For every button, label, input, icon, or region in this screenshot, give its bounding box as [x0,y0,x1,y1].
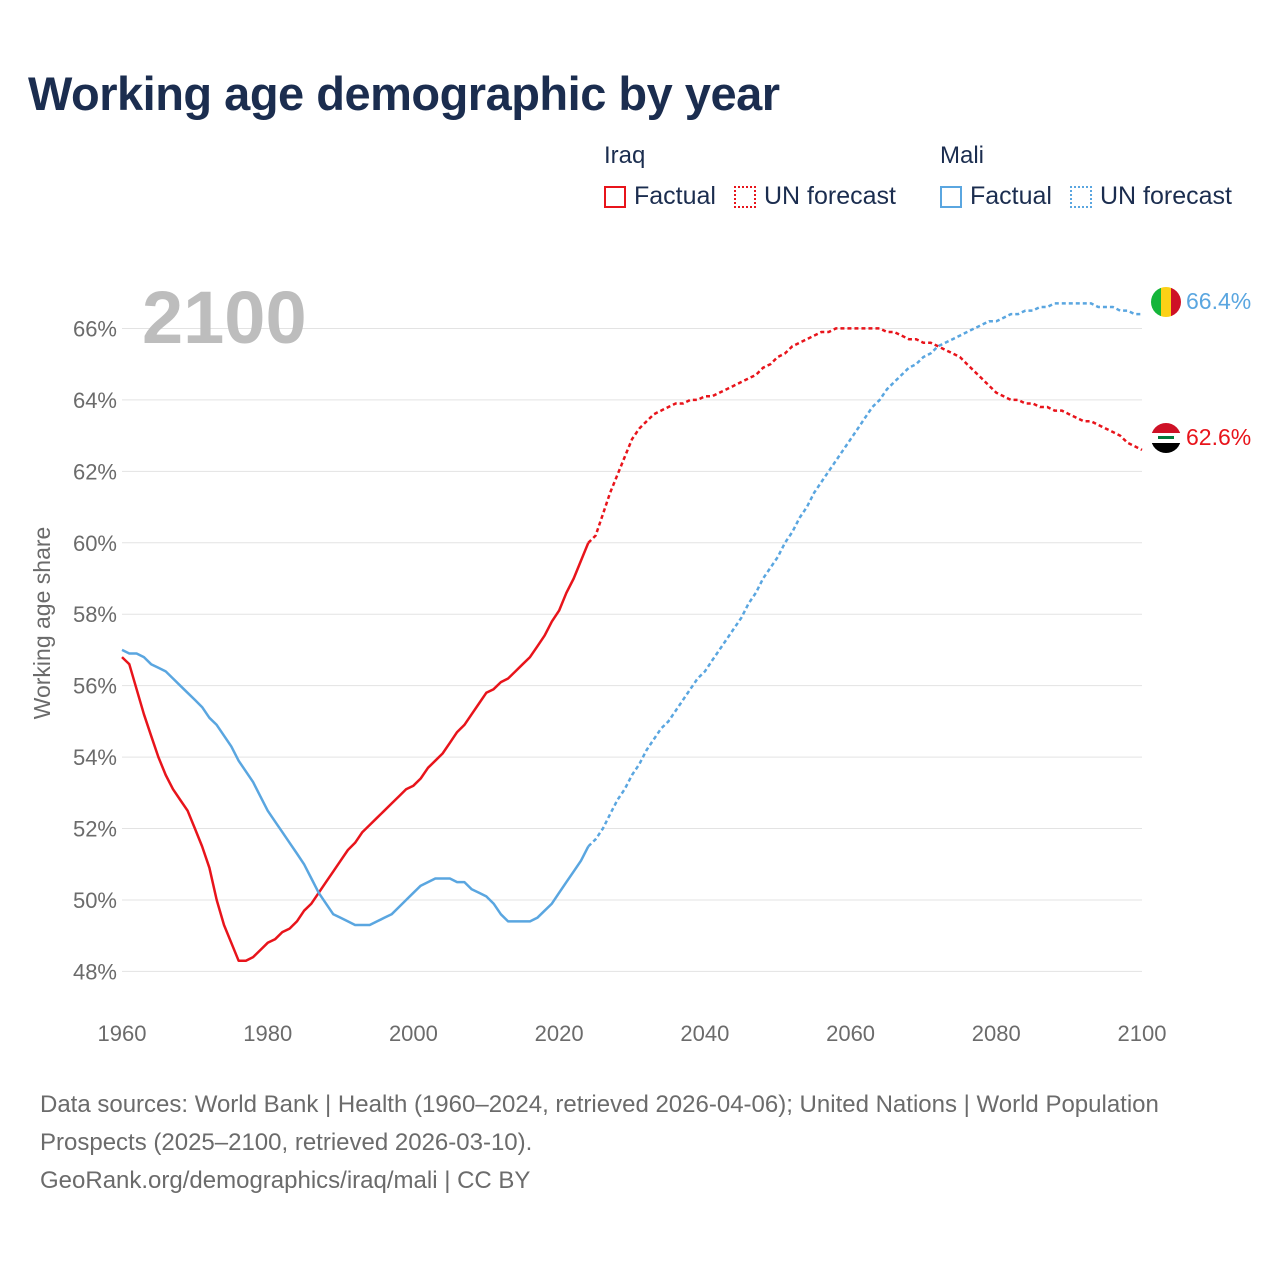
x-tick-label: 2080 [972,1021,1021,1046]
legend-group-name-mali: Mali [940,142,985,169]
y-tick-label: 58% [73,602,117,627]
gridlines [122,327,1142,972]
y-tick-label: 50% [73,888,117,913]
x-tick-label: 2100 [1118,1021,1167,1046]
end-label-iraq: 62.6% [1186,424,1251,450]
y-tick-label: 66% [73,316,117,341]
legend-group-iraq: Iraq Factual UN forecast [604,142,914,211]
legend-label-iraq-factual: Factual [634,182,716,210]
x-tick-label: 2040 [680,1021,729,1046]
mali-forecast-line[interactable] [587,302,1142,848]
legend-swatch-iraq-factual [604,185,626,208]
x-tick-label: 2000 [389,1021,438,1046]
x-tick-label: 2060 [826,1021,875,1046]
x-tick-label: 2020 [535,1021,584,1046]
y-tick-label: 52% [73,817,117,842]
chart-title: Working age demographic by year [28,67,780,120]
y-tick-label: 56% [73,674,117,699]
iraq-factual-line[interactable] [121,542,590,962]
legend-item-iraq-factual[interactable]: Factual [604,182,716,211]
legend-swatch-mali-factual [940,185,962,208]
mali-flag-icon [1151,287,1181,317]
data-sources: Data sources: World Bank | Health (1960–… [40,1091,1159,1156]
legend-item-mali-factual[interactable]: Factual [940,182,1052,211]
y-tick-label: 62% [73,459,117,484]
y-tick-label: 54% [73,745,117,770]
y-axis-ticks: 48% 50% 52% 54% 56% 58% 60% 62% 64% 66% [73,316,117,984]
x-tick-label: 1980 [243,1021,292,1046]
iraq-forecast-line[interactable] [587,327,1143,544]
legend-label-mali-factual: Factual [970,182,1052,210]
legend-group-name-iraq: Iraq [604,142,646,169]
credit-link[interactable]: GeoRank.org/demographics/iraq/mali | CC … [40,1167,531,1194]
y-axis-label: Working age share [29,527,55,720]
iraq-flag-icon [1151,423,1181,453]
y-tick-label: 60% [73,531,117,556]
line-chart: 2100 48% 50% 52% 54% 56% 58% 60% 62% 64% 66% 1960… [29,276,1251,1046]
mali-factual-line[interactable] [121,648,590,927]
series-lines [121,302,1143,962]
end-label-mali: 66.4% [1186,288,1251,314]
x-axis-ticks: 1960 1980 2000 2020 2040 2060 2080 2100 [98,1021,1167,1046]
legend-label-mali-forecast: UN forecast [1099,182,1232,210]
legend-label-iraq-forecast: UN forecast [763,182,896,210]
legend-swatch-mali-forecast [1069,185,1092,208]
legend-swatch-iraq-forecast [733,185,756,208]
y-tick-label: 48% [73,959,117,984]
footer: Data sources: World Bank | Health (1960–… [40,1086,1220,1200]
legend-item-iraq-forecast[interactable]: UN forecast [733,182,896,211]
legend-group-mali: Mali Factual UN forecast [940,142,1250,211]
legend-item-mali-forecast[interactable]: UN forecast [1069,182,1232,211]
x-tick-label: 1960 [98,1021,147,1046]
year-watermark: 2100 [142,276,307,359]
y-tick-label: 64% [73,388,117,413]
